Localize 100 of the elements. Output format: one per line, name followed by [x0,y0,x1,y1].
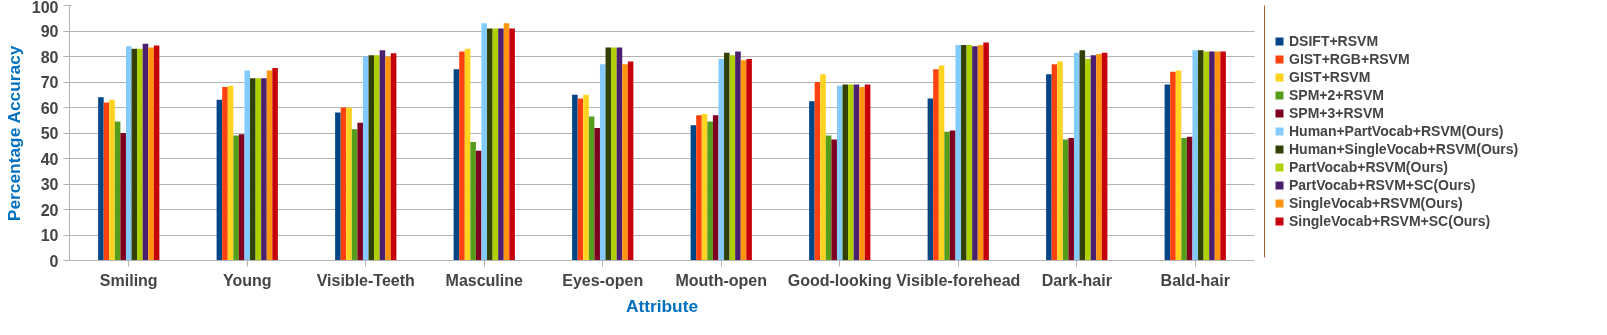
bar [718,59,725,261]
bar [1181,138,1187,261]
bar [944,131,950,261]
bar [222,87,228,261]
bar [831,139,837,261]
bar [820,74,826,261]
bar [572,94,578,261]
y-axis-title: Percentage Accuracy [3,45,24,222]
bar [1079,50,1086,261]
bar [938,65,945,261]
bar [1085,59,1091,261]
bar [137,48,143,261]
bar [966,45,973,261]
y-tick-label: 40 [40,150,59,168]
x-tick-label: Mouth-open [675,271,768,289]
bar [148,47,154,261]
bar [238,134,245,261]
bar [622,64,628,261]
legend-label: PartVocab+RSVM(Ours) [1289,159,1448,175]
bar [707,121,713,261]
bar [977,45,984,261]
bar [588,116,595,261]
bar [599,64,606,261]
bar [836,85,843,261]
bar [390,53,397,261]
bar [1046,74,1052,261]
bar [746,59,752,261]
bar [125,46,132,261]
bar [1214,51,1221,261]
y-tick-label: 90 [40,23,59,40]
bar [509,28,515,261]
bar [961,45,967,261]
bar [103,102,110,261]
bar [848,84,854,261]
bar [250,78,256,261]
legend-label: PartVocab+RSVM+SC(Ours) [1289,177,1476,193]
x-tick-label: Good-looking [787,271,892,289]
y-tick-label: 70 [40,74,59,91]
bar [735,51,741,261]
y-tick-label: 80 [40,48,59,66]
bar [1090,55,1097,261]
x-tick-label: Young [222,271,272,289]
legend-label: SPM+2+RSVM [1289,87,1384,103]
bar [357,122,363,261]
bar [594,127,600,261]
bar [120,133,126,261]
y-tick-label: 0 [49,252,59,270]
bar [492,28,499,261]
bar [809,101,815,261]
bar [261,78,267,261]
y-tick-label: 50 [40,125,59,142]
y-tick-label: 10 [40,227,59,244]
legend-label: GIST+RSVM [1289,69,1371,85]
bar [98,97,104,261]
bar [1073,52,1080,261]
legend-label: SPM+3+RSVM [1289,105,1384,121]
bar [1096,53,1102,261]
legend-label: SingleVocab+RSVM+SC(Ours) [1289,213,1491,229]
y-tick-label: 20 [40,201,59,219]
x-tick-label: Smiling [99,271,158,289]
legend-label: SingleVocab+RSVM(Ours) [1289,195,1463,211]
legend-label: Human+SingleVocab+RSVM(Ours) [1289,141,1519,157]
bar [859,87,865,261]
bar [1192,50,1199,261]
x-tick-label: Masculine [445,271,524,289]
bar [1209,51,1215,261]
bar [1062,139,1069,261]
bar [1170,71,1176,261]
legend-label: Human+PartVocab+RSVM(Ours) [1289,123,1504,139]
bar [244,70,251,261]
bar [335,112,341,261]
bar [933,69,939,261]
bar [690,125,697,261]
y-tick-label: 100 [31,0,59,16]
bar [972,46,978,261]
bar [470,141,476,261]
bar [949,130,956,261]
bar [611,47,617,261]
y-tick-label: 30 [40,176,59,193]
bar [712,115,719,261]
bar [696,115,702,261]
bar [814,82,821,261]
bar [498,28,504,261]
bar [1057,61,1063,261]
bar [379,50,386,261]
bar [503,23,510,261]
bar [729,55,736,261]
bar [109,99,115,261]
bar [955,45,962,261]
bar [983,42,989,261]
bar [740,60,747,261]
bar [487,28,493,261]
x-tick-label: Dark-hair [1041,271,1112,289]
bar [453,69,460,261]
bar [374,55,380,261]
legend-label: GIST+RGB+RSVM [1289,51,1410,67]
bar [1068,138,1074,261]
bar [481,23,488,261]
bar [272,67,278,261]
bar [233,135,239,261]
